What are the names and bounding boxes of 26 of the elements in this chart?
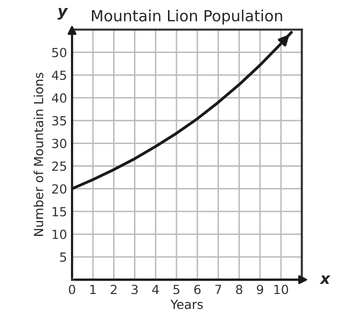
x-tick-label: 8 [236,284,242,294]
y-tick-label: 25 [52,161,66,171]
y-tick-label: 35 [52,116,66,126]
text: x [320,276,330,284]
chart-title: Mountain Lion Population [92,10,282,24]
y-tick-label: 20 [52,184,66,194]
x-tick-label: 7 [215,284,222,294]
y-tick-label: 40 [52,93,66,103]
y-axis-title: Number of Mountain Lions [34,72,44,236]
y-tick-label: 50 [52,48,66,58]
x-tick-label: 0 [68,284,76,294]
x-tick-label: 5 [173,284,180,294]
x-tick-label: 1 [90,284,96,294]
x-tick-label: 2 [110,284,117,294]
text: y [57,8,68,20]
x-tick-label: 3 [132,284,138,294]
y-tick-label: 5 [60,252,66,262]
x-tick-label: 4 [152,284,159,294]
x-tick-label: 10 [274,284,288,294]
x-tick-label: 9 [256,284,264,294]
x-axis-title: Years [170,300,203,310]
x-tick-label: 6 [194,284,201,294]
y-tick-label: 15 [52,207,66,216]
y-tick-label: 30 [52,138,66,148]
y-tick-label: 45 [52,70,66,80]
y-tick-label: 10 [52,230,66,240]
